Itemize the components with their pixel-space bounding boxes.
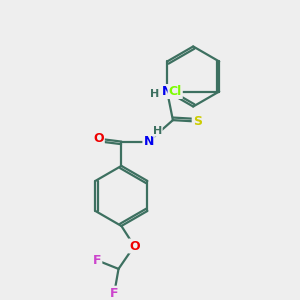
Text: O: O xyxy=(93,132,104,145)
Text: O: O xyxy=(129,239,140,253)
Text: N: N xyxy=(162,85,172,98)
Text: Cl: Cl xyxy=(169,85,182,98)
Text: F: F xyxy=(110,287,118,300)
Text: N: N xyxy=(143,135,154,148)
Text: S: S xyxy=(193,115,202,128)
Text: F: F xyxy=(93,254,101,267)
Text: H: H xyxy=(152,126,162,136)
Text: H: H xyxy=(150,89,159,99)
